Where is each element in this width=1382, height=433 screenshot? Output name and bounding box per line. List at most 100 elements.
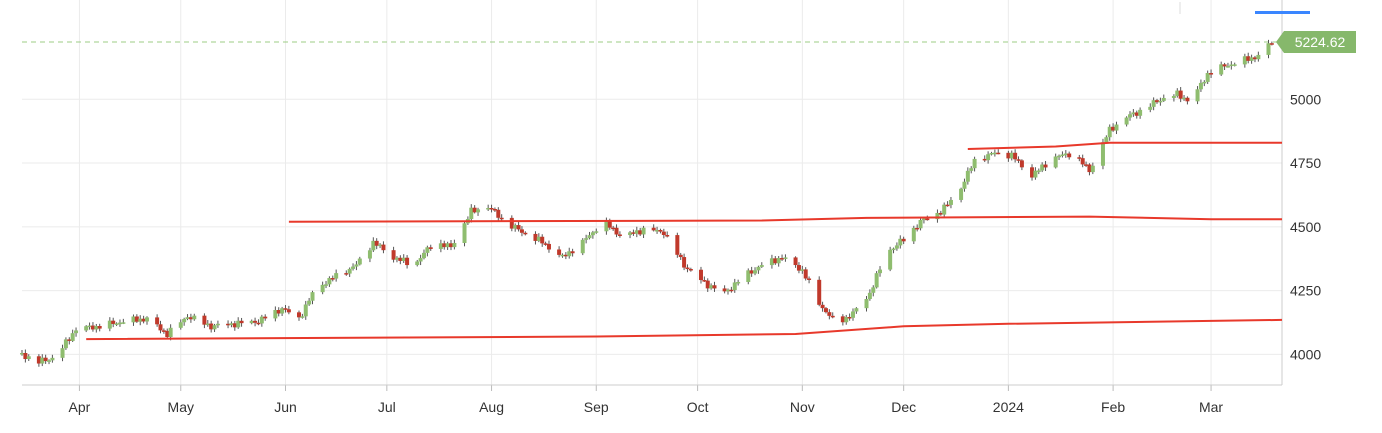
candle-up [84, 326, 89, 331]
candle-up [972, 158, 977, 169]
candle-down [253, 320, 258, 323]
candle-up [117, 322, 122, 325]
candle-up [367, 250, 372, 259]
trendline-layer [86, 141, 1283, 341]
candle-up [1219, 64, 1224, 75]
y-axis: 4000 4250 4500 4750 5000 [1281, 0, 1321, 385]
x-tick-label: May [168, 399, 194, 415]
candle-down [702, 280, 707, 282]
candle-up [1151, 100, 1156, 107]
candle-down [161, 330, 166, 332]
candle-up [1009, 152, 1014, 159]
candle-up [259, 316, 264, 324]
last-price-tag-layer: 5224.62 [1276, 30, 1356, 53]
candle-down [840, 316, 845, 323]
candle-up [800, 269, 805, 271]
candle-down [915, 227, 920, 230]
candle-up [354, 264, 359, 267]
candle-down [155, 317, 160, 325]
candle-up [1171, 95, 1176, 98]
candle-down [675, 235, 680, 255]
x-tick-label: Feb [1101, 399, 1125, 415]
candle-up [236, 320, 241, 328]
candle-up [205, 323, 210, 326]
candle-up [1195, 89, 1200, 102]
y-tick-label: 4000 [1290, 346, 1321, 362]
candle-down [651, 227, 656, 231]
candle-up [138, 318, 143, 322]
candle-up [1202, 81, 1207, 84]
candle-up [1104, 137, 1109, 143]
candle-down [1087, 164, 1092, 173]
candle-up [878, 269, 883, 274]
candle-up [185, 317, 190, 319]
candle-up [40, 357, 45, 364]
candle-up [1175, 90, 1180, 96]
candle-up [401, 257, 406, 261]
candle-down [678, 254, 683, 258]
candle-down [1246, 56, 1251, 61]
candle-down [276, 309, 281, 314]
candle-up [864, 299, 869, 309]
candle-up [476, 209, 481, 213]
candle-down [1043, 164, 1048, 168]
candle-down [661, 231, 666, 236]
candle-down [557, 249, 562, 255]
candle-up [894, 245, 899, 249]
candle-up [587, 235, 592, 239]
x-tick-label: Nov [790, 399, 815, 415]
candle-up [921, 218, 926, 221]
candle-down [509, 217, 514, 229]
candle-down [820, 304, 825, 309]
candle-down [705, 280, 710, 289]
candle-up [1033, 170, 1038, 178]
candle-up [992, 152, 997, 155]
candle-up [962, 181, 967, 189]
x-tick-label: Aug [479, 399, 504, 415]
chart-decorations [1179, 2, 1310, 14]
x-tick-label: Mar [1199, 399, 1223, 415]
candle-up [168, 327, 173, 337]
candle-down [296, 312, 301, 318]
candle-up [594, 231, 599, 233]
candle-down [546, 243, 551, 250]
candle-down [472, 207, 477, 213]
candle-down [499, 217, 504, 220]
candle-down [698, 269, 703, 281]
candle-up [628, 232, 633, 236]
candle-down [533, 233, 538, 241]
candle-down [496, 209, 501, 218]
candle-down [749, 270, 754, 274]
candle-up [438, 243, 443, 249]
candle-down [256, 322, 261, 325]
candle-up [898, 238, 903, 246]
candle-down [1222, 64, 1227, 67]
y-tick-label: 5000 [1290, 91, 1321, 107]
candle-up [769, 258, 774, 266]
candle-down [519, 229, 524, 233]
candle-down [374, 240, 379, 246]
candle-down [1019, 160, 1024, 168]
candle-down [283, 308, 288, 310]
candle-up [584, 238, 589, 240]
candle-up [249, 320, 254, 324]
candle-down [1077, 157, 1082, 159]
candle-up [1053, 156, 1058, 168]
candle-down [188, 317, 193, 320]
candle-up [320, 284, 325, 293]
candlestick-series [20, 39, 1274, 367]
candle-down [134, 316, 139, 322]
candle-up [107, 320, 112, 329]
candle-up [732, 282, 737, 291]
candle-down [807, 278, 812, 280]
candle-down [827, 312, 832, 316]
candle-up [726, 289, 731, 292]
candle-up [63, 339, 68, 349]
candle-up [418, 258, 423, 262]
candle-up [1182, 97, 1187, 100]
candle-down [803, 269, 808, 279]
x-axis: Apr May Jun Jul Aug Sep Oct Nov Dec 2024 Feb Mar [22, 384, 1282, 415]
candle-up [334, 273, 339, 279]
candle-down [780, 258, 785, 260]
trendline [86, 318, 1283, 341]
